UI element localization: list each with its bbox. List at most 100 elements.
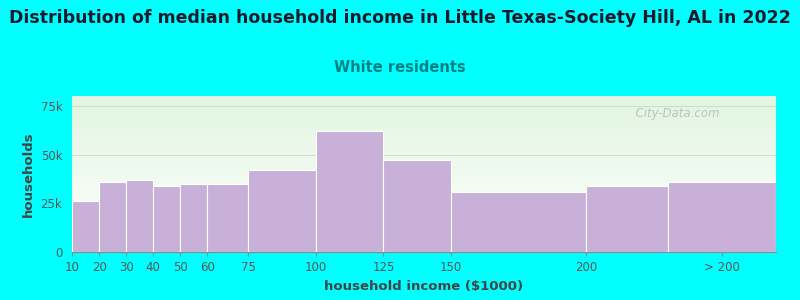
Bar — [72, 174, 776, 175]
Bar — [72, 178, 776, 179]
Bar — [72, 139, 776, 140]
Bar — [383, 160, 451, 252]
Bar — [72, 158, 776, 160]
Bar — [72, 140, 776, 142]
Bar — [72, 103, 776, 104]
Bar — [72, 114, 776, 116]
Bar — [126, 180, 154, 252]
Bar — [72, 191, 776, 192]
Bar — [72, 151, 776, 152]
Bar — [72, 135, 776, 136]
Bar — [72, 138, 776, 139]
Bar — [72, 157, 776, 158]
Bar — [72, 171, 776, 173]
Bar — [72, 122, 776, 123]
Bar — [72, 205, 776, 206]
Bar — [72, 220, 776, 221]
Bar — [72, 243, 776, 244]
Bar — [72, 201, 776, 202]
Bar — [72, 147, 776, 148]
Bar — [72, 226, 776, 227]
Bar — [72, 190, 776, 191]
Bar — [72, 247, 776, 248]
Bar — [72, 165, 776, 166]
Bar — [668, 182, 776, 252]
Bar — [72, 164, 776, 165]
Bar — [72, 109, 776, 110]
Bar — [72, 236, 776, 238]
Bar — [72, 134, 776, 135]
Bar — [72, 184, 776, 186]
Bar — [316, 131, 383, 252]
Bar — [72, 146, 776, 147]
Bar — [72, 112, 776, 113]
Bar — [72, 119, 776, 121]
Bar — [72, 142, 776, 143]
Bar — [248, 170, 316, 252]
Bar — [72, 156, 776, 157]
Bar — [72, 230, 776, 231]
Bar — [72, 101, 776, 103]
Bar — [72, 188, 776, 190]
Bar — [72, 232, 776, 234]
Bar — [72, 248, 776, 249]
Bar — [451, 191, 586, 252]
Bar — [72, 251, 776, 252]
Bar — [72, 235, 776, 236]
Y-axis label: households: households — [22, 131, 35, 217]
Bar — [72, 245, 776, 247]
Bar — [72, 136, 776, 138]
Bar — [72, 124, 776, 126]
Bar — [72, 183, 776, 184]
Bar — [72, 148, 776, 149]
Bar — [72, 187, 776, 188]
Bar — [72, 249, 776, 251]
Bar — [72, 128, 776, 130]
Bar — [72, 175, 776, 177]
Bar — [72, 204, 776, 205]
Bar — [72, 161, 776, 162]
Bar — [72, 99, 776, 100]
Bar — [72, 152, 776, 153]
Bar — [72, 208, 776, 209]
Bar — [72, 218, 776, 220]
Bar — [72, 238, 776, 239]
Bar — [72, 100, 776, 101]
Bar — [72, 144, 776, 146]
Text: White residents: White residents — [334, 60, 466, 75]
Text: Distribution of median household income in Little Texas-Society Hill, AL in 2022: Distribution of median household income … — [9, 9, 791, 27]
Bar — [72, 126, 776, 127]
Bar — [72, 221, 776, 222]
Bar — [72, 186, 776, 187]
Bar — [72, 160, 776, 161]
Bar — [72, 229, 776, 230]
Bar — [72, 242, 776, 243]
Bar — [72, 117, 776, 118]
Bar — [72, 169, 776, 170]
Bar — [72, 210, 776, 212]
Bar — [72, 231, 776, 232]
Bar — [72, 182, 776, 183]
Text: City-Data.com: City-Data.com — [628, 107, 720, 120]
Bar — [72, 104, 776, 105]
Bar — [72, 214, 776, 216]
Bar — [72, 97, 776, 99]
Bar — [72, 181, 776, 182]
Bar — [72, 202, 776, 204]
Bar — [72, 224, 776, 225]
Bar — [72, 170, 776, 171]
Bar — [72, 153, 776, 154]
Bar — [207, 184, 248, 252]
Bar — [72, 154, 776, 156]
Bar — [72, 222, 776, 224]
Bar — [72, 121, 776, 122]
Bar — [72, 213, 776, 214]
Bar — [72, 209, 776, 210]
Bar — [72, 177, 776, 178]
Bar — [72, 127, 776, 128]
Bar — [72, 240, 776, 242]
Bar — [72, 132, 776, 134]
Bar — [72, 194, 776, 195]
Bar — [72, 123, 776, 124]
Bar — [72, 106, 776, 108]
